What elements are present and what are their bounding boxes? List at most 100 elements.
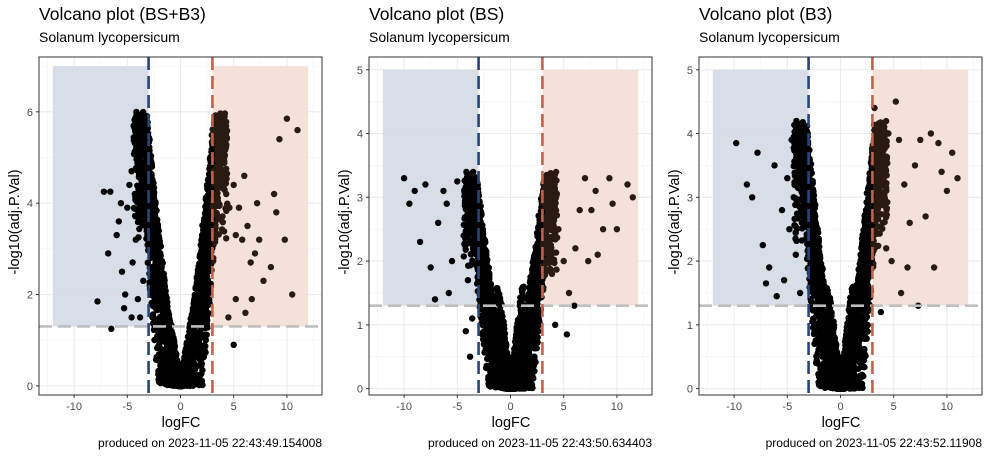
x-tick-label: 5 [231,401,237,413]
scatter-point [552,207,560,214]
scatter-point [172,374,180,381]
scatter-point [180,363,188,370]
volcano-panel-bs-b3: -10 -5 0 5 10 0 2 4 6 Volcano plot (BS+B3) Solan… [0,0,330,458]
scatter-point [219,213,226,220]
scatter-point [141,190,148,197]
scatter-point [156,343,163,350]
scatter-point [153,356,160,363]
scatter-point [152,262,159,269]
plot-caption: produced on 2023-11-05 22:43:49.154008 [98,436,322,450]
scatter-point [460,253,467,260]
scatter-point [94,298,101,305]
scatter-point [200,247,208,254]
y-axis-label: -log10(adj.P.Val) [7,169,23,275]
x-axis-label: logFC [161,415,201,431]
scatter-point [195,338,203,346]
scatter-point [140,160,147,167]
scatter-point [152,241,160,248]
scatter-point [141,117,149,124]
scatter-point [154,247,161,254]
scatter-point [139,122,146,129]
scatter-point [214,164,222,171]
scatter-point [129,259,136,266]
scatter-point [132,213,139,220]
scatter-point [132,236,139,243]
scatter-point [202,337,209,344]
scatter-point [200,342,208,349]
scatter-point [467,262,474,269]
scatter-point [219,131,226,138]
scatter-point [140,207,147,214]
scatter-point [195,362,202,369]
scatter-point [195,332,202,339]
scatter-point [204,324,211,331]
scatter-point [199,279,206,286]
scatter-point [461,200,469,207]
scatter-point [182,346,190,354]
scatter-point [203,293,210,300]
y-tick-label: 2 [27,290,33,302]
scatter-point [128,314,135,321]
scatter-point [217,150,224,157]
scatter-point [133,110,141,118]
scatter-point [140,184,147,192]
scatter-point [191,304,198,311]
scatter-point [218,226,226,233]
scatter-point [283,115,291,122]
scatter-point [217,158,224,165]
scatter-point [158,283,165,291]
scatter-point [239,236,246,243]
plot-subtitle: Solanum lycopersicum [39,29,180,45]
scatter-point [205,235,212,243]
scatter-point [182,352,189,359]
scatter-point [140,152,147,159]
scatter-point [199,269,207,276]
scatter-point [196,316,203,323]
scatter-point [273,209,280,216]
scatter-point [151,336,158,344]
scatter-point [232,295,239,303]
scatter-point [139,110,146,117]
scatter-point [553,212,561,219]
scatter-point [197,381,204,388]
scatter-point [118,268,126,275]
y-tick-label: 4 [27,198,33,210]
scatter-point [217,140,225,147]
scatter-point [276,136,283,143]
scatter-point [151,278,158,285]
scatter-point [195,374,202,382]
scatter-point [128,168,135,175]
scatter-point [232,231,239,239]
scatter-point [172,364,180,371]
scatter-point [136,314,144,321]
scatter-point [134,295,142,303]
scatter-point [200,354,207,361]
scatter-point [225,314,232,321]
scatter-point [141,145,148,152]
scatter-point [131,190,138,198]
scatter-point [253,200,261,207]
x-tick-label: 10 [281,401,293,413]
volcano-panel-bs: -10 -5 0 5 10 0 1 2 3 4 5 Volcano plot (BS) Solanu… [330,0,660,458]
scatter-point [124,204,131,211]
scatter-point [158,363,165,370]
scatter-point [105,250,112,257]
scatter-point [223,235,230,242]
scatter-point [203,331,210,338]
scatter-point [203,309,211,316]
scatter-point [149,268,156,275]
scatter-point [189,338,196,345]
y-tick-label: 0 [27,381,33,393]
scatter-point [256,236,263,243]
scatter-point [113,231,120,239]
scatter-point [126,181,133,189]
scatter-point [149,187,157,195]
scatter-point [241,172,248,179]
scatter-point [214,122,221,129]
plot-title: Volcano plot (BS+B3) [39,4,206,24]
x-tick-label: 0 [177,401,183,413]
scatter-point [149,235,156,242]
scatter-point [244,222,251,230]
